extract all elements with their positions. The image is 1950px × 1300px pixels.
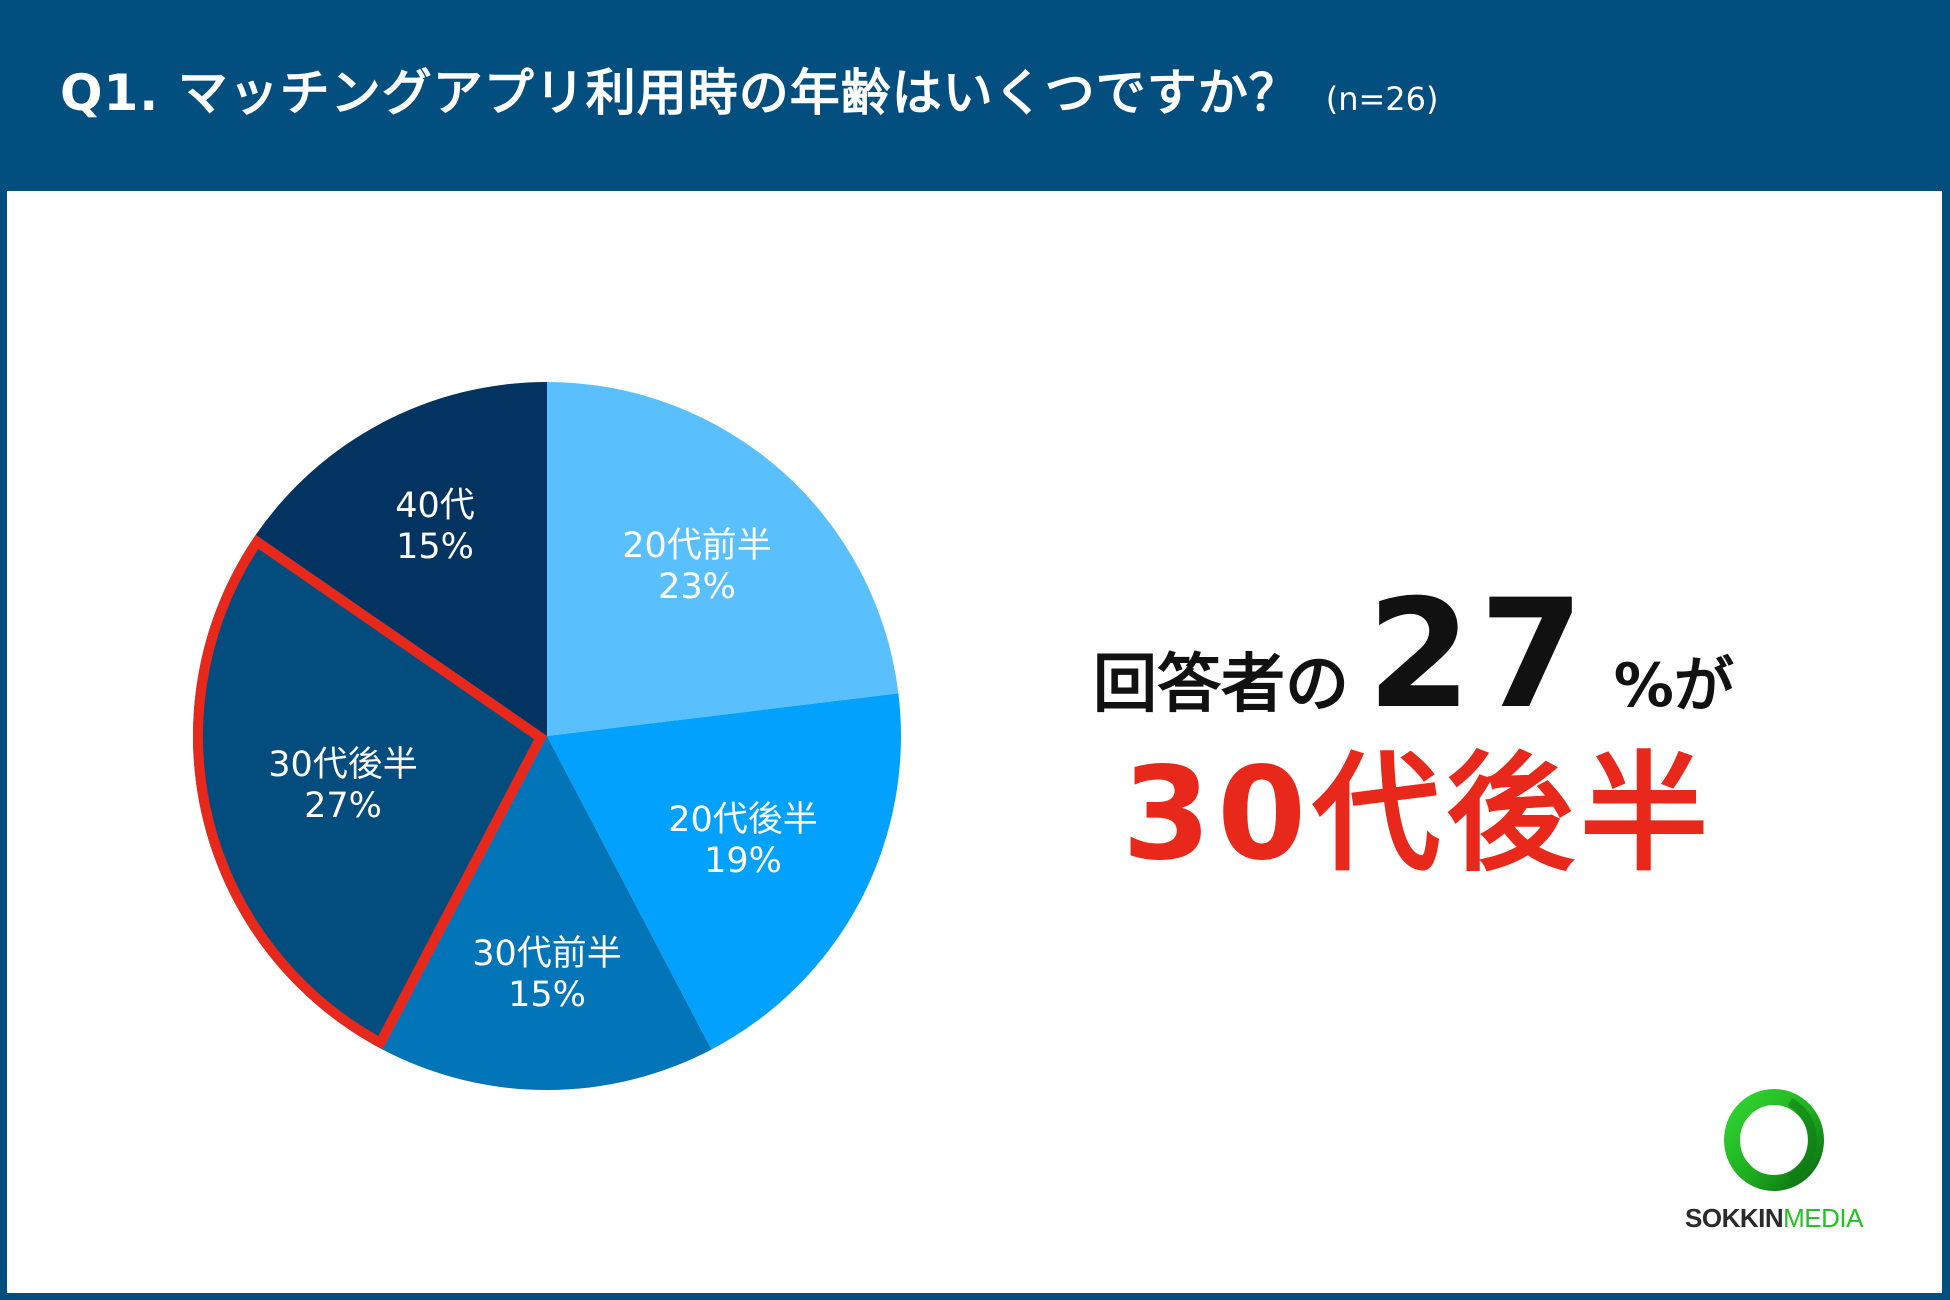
slice-label-20s-early: 20代前半 23% (622, 526, 772, 608)
highlight-outline (193, 534, 547, 1050)
slice-30s-early (382, 736, 712, 1091)
slice-category: 30代前半 (472, 934, 622, 974)
logo-wordmark: SOKKINMEDIA (1672, 1203, 1876, 1233)
slice-value: 15% (508, 975, 586, 1015)
slice-value: 15% (396, 527, 474, 567)
logo-text-sokkin: SOKKIN (1685, 1203, 1784, 1233)
slice-value: 23% (658, 567, 736, 607)
sample-size: (n=26) (1325, 80, 1439, 118)
slice-label-40s: 40代 15% (395, 486, 475, 568)
slice-category: 30代後半 (268, 745, 418, 785)
slice-category: 20代後半 (668, 800, 818, 840)
slice-label-30s-early: 30代前半 15% (472, 934, 622, 1016)
callout-prefix: 回答者の (1093, 648, 1349, 722)
sokkin-media-logo: SOKKINMEDIA (1672, 1086, 1876, 1236)
slice-30s-late (193, 534, 547, 1050)
slice-label-30s-late: 30代後半 27% (268, 745, 418, 827)
slice-category: 20代前半 (622, 526, 772, 566)
slice-20s-early (547, 382, 899, 736)
callout-line-1: 回答者の 27 %が (1093, 580, 1734, 730)
callout-number: 27 (1367, 568, 1592, 742)
slice-20s-late (547, 693, 901, 1050)
slice-value: 27% (304, 786, 382, 826)
slice-category: 40代 (395, 486, 475, 526)
callout-emphasis: 30代後半 (1122, 740, 1715, 889)
page-title: Q1. マッチングアプリ利用時の年齢はいくつですか？ (n=26) (60, 58, 1438, 134)
question-title: Q1. マッチングアプリ利用時の年齢はいくつですか？ (60, 64, 1300, 122)
header-bar: Q1. マッチングアプリ利用時の年齢はいくつですか？ (n=26) (0, 0, 1950, 191)
slice-value: 19% (704, 841, 782, 881)
green-ring-logo-icon (1724, 1089, 1824, 1191)
slice-label-20s-late: 20代後半 19% (668, 800, 818, 882)
slice-40s (255, 382, 547, 736)
callout-suffix: %が (1613, 651, 1734, 721)
logo-text-media: MEDIA (1783, 1203, 1863, 1233)
